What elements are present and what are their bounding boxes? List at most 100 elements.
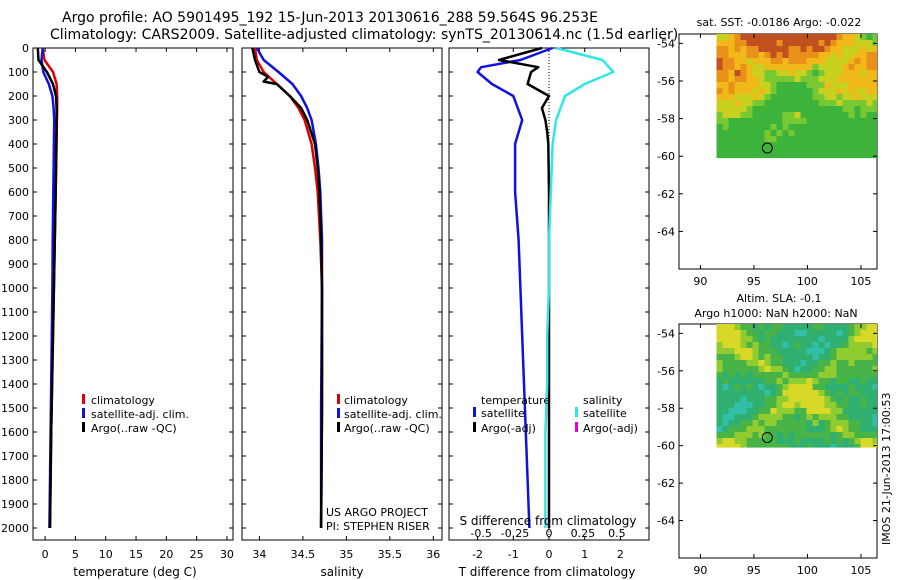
map-cell — [716, 154, 723, 159]
map-cell — [806, 348, 813, 354]
map-cell — [764, 438, 771, 444]
map-cell — [788, 70, 795, 76]
map-cell — [818, 330, 825, 336]
map-cell — [866, 390, 873, 396]
map-cell — [782, 142, 789, 148]
map-cell — [806, 354, 813, 360]
map-cell — [740, 52, 747, 58]
map-ytick-label: -56 — [657, 365, 675, 378]
map-cell — [758, 420, 765, 426]
map-cell — [860, 366, 867, 372]
map-cell — [872, 142, 877, 148]
map-cell — [794, 118, 801, 124]
legend-label-s-argo: Argo(-adj) — [583, 422, 638, 435]
map-cell — [752, 420, 759, 426]
map-cell — [764, 372, 771, 378]
map-cell — [794, 336, 801, 342]
legend-label-satellite: satellite-adj. clim. — [91, 408, 189, 421]
map-cell — [800, 444, 807, 448]
map-cell — [734, 124, 741, 130]
map-cell — [854, 354, 861, 360]
map-cell — [752, 94, 759, 100]
map-cell — [842, 70, 849, 76]
map-cell — [770, 420, 777, 426]
sla-map-panel: Altim. SLA: -0.1 Argo h1000: NaN h2000: … — [657, 292, 878, 577]
map-cell — [866, 130, 873, 136]
map-cell — [716, 46, 723, 52]
map-cell — [872, 118, 877, 124]
map-cell — [734, 396, 741, 402]
sla-map-subtitle: Argo h1000: NaN h2000: NaN — [694, 307, 857, 320]
map-cell — [872, 136, 877, 142]
map-cell — [860, 414, 867, 420]
map-cell — [764, 46, 771, 52]
map-cell — [830, 112, 837, 118]
map-cell — [842, 100, 849, 106]
map-cell — [788, 372, 795, 378]
map-cell — [854, 414, 861, 420]
map-cell — [722, 46, 729, 52]
map-cell — [782, 82, 789, 88]
map-cell — [764, 154, 771, 159]
map-cell — [776, 438, 783, 444]
map-cell — [716, 330, 723, 336]
map-cell — [836, 94, 843, 100]
map-cell — [860, 40, 867, 46]
map-cell — [848, 432, 855, 438]
map-cell — [776, 426, 783, 432]
map-cell — [758, 142, 765, 148]
map-cell — [716, 112, 723, 118]
map-cell — [734, 372, 741, 378]
map-cell — [842, 58, 849, 64]
map-cell — [740, 336, 747, 342]
map-cell — [746, 46, 753, 52]
map-cell — [836, 148, 843, 154]
map-cell — [848, 378, 855, 384]
map-cell — [872, 112, 877, 118]
map-cell — [758, 396, 765, 402]
map-cell — [746, 52, 753, 58]
map-cell — [788, 58, 795, 64]
map-cell — [752, 342, 759, 348]
ytick-label: 400 — [8, 138, 29, 151]
map-cell — [746, 106, 753, 112]
map-cell — [776, 58, 783, 64]
map-cell — [764, 100, 771, 106]
salinity-ticks: 34 34.5 35 35.5 36 — [242, 47, 442, 561]
map-cell — [716, 100, 723, 106]
map-cell — [734, 426, 741, 432]
salinity-panel: 34 34.5 35 35.5 36 salinity climatology sate… — [241, 47, 443, 579]
map-cell — [806, 34, 813, 40]
map-cell — [866, 396, 873, 402]
legend-swatch-s-satellite — [575, 407, 578, 417]
map-cell — [716, 64, 723, 70]
map-cell — [758, 64, 765, 70]
map-cell — [740, 88, 747, 94]
map-cell — [872, 82, 877, 88]
map-cell — [806, 396, 813, 402]
map-cell — [794, 408, 801, 414]
map-cell — [818, 378, 825, 384]
map-cell — [806, 94, 813, 100]
map-cell — [788, 342, 795, 348]
map-cell — [758, 148, 765, 154]
map-cell — [770, 34, 777, 40]
map-cell — [830, 40, 837, 46]
map-cell — [818, 390, 825, 396]
map-cell — [722, 154, 729, 159]
map-cell — [836, 154, 843, 159]
map-cell — [824, 354, 831, 360]
map-cell — [770, 142, 777, 148]
map-cell — [812, 438, 819, 444]
map-cell — [806, 360, 813, 366]
map-cell — [794, 360, 801, 366]
map-cell — [860, 354, 867, 360]
map-cell — [806, 426, 813, 432]
map-cell — [734, 444, 741, 448]
map-cell — [782, 384, 789, 390]
map-cell — [734, 64, 741, 70]
map-cell — [770, 438, 777, 444]
map-cell — [818, 354, 825, 360]
map-cell — [860, 94, 867, 100]
sst-map-image — [716, 34, 877, 159]
